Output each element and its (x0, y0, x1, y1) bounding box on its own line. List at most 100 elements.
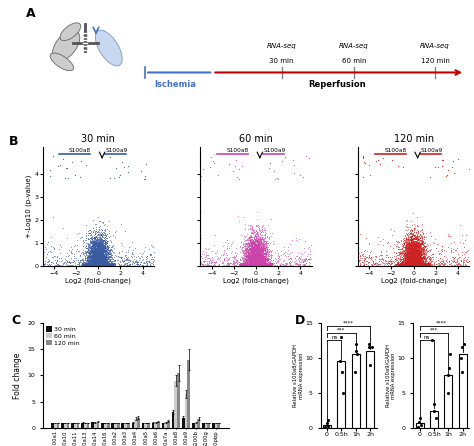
Point (250, 258, 258, 265)
Point (405, 262, 413, 269)
Point (210, 260, 217, 267)
Point (260, 240, 267, 248)
Point (248, 258, 255, 265)
Point (120, 257, 128, 264)
Point (255, 260, 263, 267)
Point (86, 250, 93, 257)
Point (392, 255, 400, 262)
Point (267, 260, 275, 268)
Point (52, 261, 59, 268)
Point (255, 260, 263, 267)
Point (64, 253, 72, 260)
Point (410, 261, 418, 268)
Point (410, 255, 418, 262)
Point (94, 260, 101, 268)
Point (88, 250, 96, 257)
Point (94, 248, 102, 255)
Point (409, 239, 416, 246)
Point (86, 250, 94, 257)
Point (413, 248, 420, 256)
Point (405, 263, 413, 270)
Point (89, 252, 96, 260)
Point (105, 244, 112, 252)
Point (410, 244, 418, 251)
Point (89, 254, 96, 261)
Point (434, 256, 442, 263)
Point (244, 261, 251, 268)
Point (410, 220, 418, 227)
Point (244, 261, 252, 268)
Point (260, 262, 267, 269)
Point (247, 261, 255, 268)
Point (418, 262, 425, 269)
Point (249, 257, 257, 264)
Point (265, 261, 273, 268)
Point (412, 262, 420, 269)
Point (409, 253, 417, 260)
Point (257, 246, 264, 253)
Point (240, 261, 248, 268)
Point (426, 260, 434, 267)
Point (88, 254, 96, 261)
Point (96, 247, 103, 254)
Point (222, 263, 230, 270)
Point (410, 263, 418, 270)
Point (405, 248, 413, 256)
Point (414, 257, 422, 264)
Point (408, 257, 415, 264)
Point (296, 260, 304, 267)
Point (420, 247, 428, 254)
Point (248, 235, 255, 242)
Point (403, 255, 411, 262)
Point (404, 260, 411, 268)
Point (99, 242, 106, 249)
Point (88, 259, 95, 266)
Point (253, 251, 260, 258)
Point (94, 256, 101, 263)
Point (410, 260, 418, 267)
Point (98, 242, 106, 249)
Point (83, 258, 91, 265)
Point (418, 262, 426, 269)
Point (78, 263, 86, 270)
Point (95, 262, 103, 269)
Point (406, 252, 413, 260)
Point (92, 238, 100, 245)
Point (406, 248, 413, 255)
Point (252, 256, 259, 263)
Point (197, 207, 205, 215)
Point (244, 252, 251, 259)
Point (87, 253, 94, 260)
Point (105, 249, 112, 256)
Point (410, 246, 418, 253)
Point (246, 263, 254, 270)
Point (296, 235, 303, 242)
Point (397, 262, 404, 269)
Point (408, 240, 416, 248)
Point (91, 257, 99, 264)
Point (93, 256, 101, 263)
Point (415, 260, 423, 267)
Point (93, 252, 101, 260)
Point (424, 263, 432, 270)
Point (257, 238, 264, 245)
Point (253, 260, 260, 267)
Point (133, 258, 141, 265)
Bar (323, 425, 331, 428)
Point (100, 252, 108, 259)
Point (94, 258, 101, 265)
Point (248, 225, 256, 232)
Point (129, 246, 137, 253)
Point (411, 248, 419, 255)
Point (411, 260, 419, 267)
Point (248, 254, 256, 261)
Point (78, 260, 86, 267)
Point (95, 263, 103, 270)
Point (95, 255, 102, 262)
Point (408, 234, 415, 241)
Point (413, 260, 421, 267)
Point (267, 260, 275, 268)
Point (251, 244, 258, 252)
Point (401, 255, 409, 262)
Point (71, 254, 78, 261)
